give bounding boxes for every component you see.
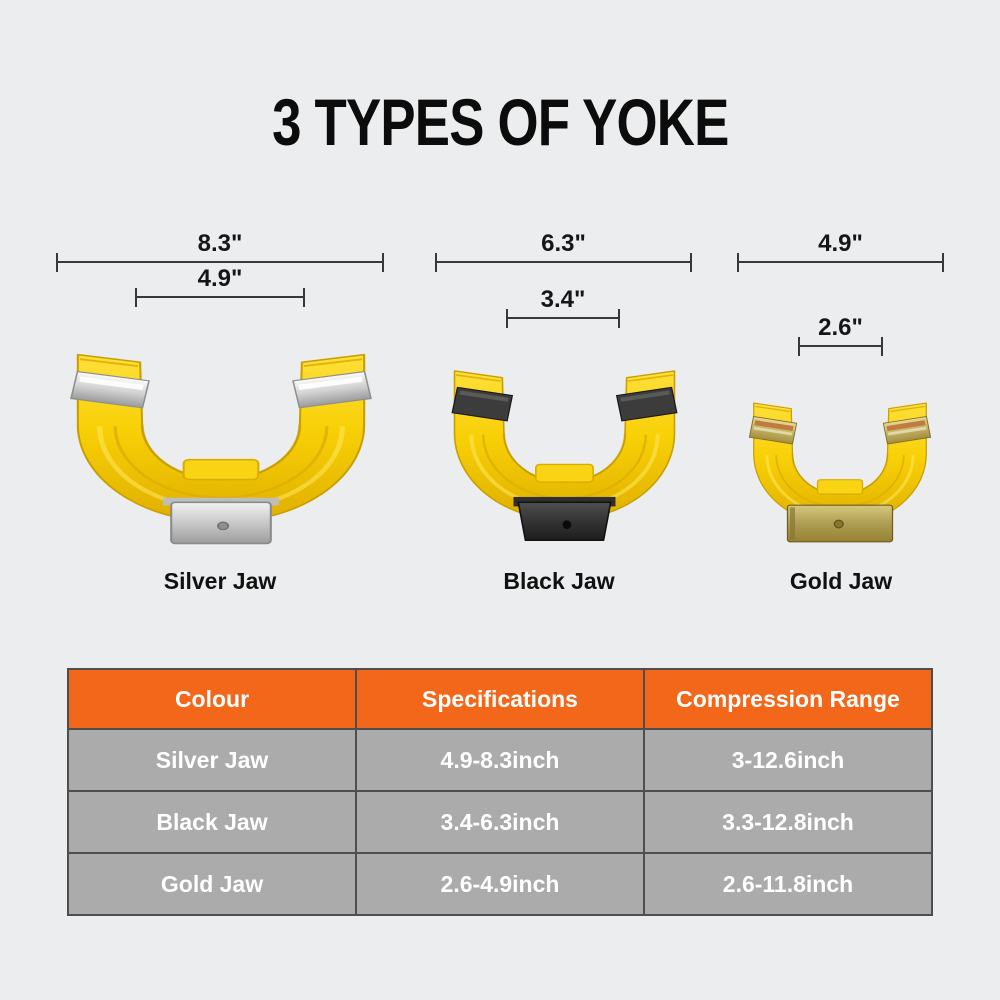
- silver-pad-left: [70, 370, 150, 409]
- cell-silver-colour: Silver Jaw: [67, 728, 357, 792]
- dimension-black-outer-label: 6.3": [541, 230, 586, 257]
- table-row-black: Black Jaw 3.4-6.3inch 3.3-12.8inch: [67, 790, 933, 854]
- yoke-lip-lines: [79, 358, 363, 367]
- header-compression-range: Compression Range: [643, 668, 933, 730]
- cell-gold-compression: 2.6-11.8inch: [643, 852, 933, 916]
- dimension-silver-outer-label: 8.3": [197, 230, 243, 257]
- cell-silver-spec: 4.9-8.3inch: [355, 728, 645, 792]
- cell-black-spec: 3.4-6.3inch: [355, 790, 645, 854]
- yoke-bottom-tab: [535, 463, 594, 483]
- yoke-bottom-tab: [182, 458, 260, 481]
- gold-pad-right: [882, 416, 932, 445]
- cell-gold-colour: Gold Jaw: [67, 852, 357, 916]
- black-jaw-label: Black Jaw: [503, 568, 615, 594]
- gold-bracket: [786, 504, 894, 543]
- black-jaw-illustration: [451, 370, 678, 541]
- dimension-silver-inner: 4.9": [135, 265, 305, 307]
- cell-black-compression: 3.3-12.8inch: [643, 790, 933, 854]
- dimension-gold-outer-label: 4.9": [818, 230, 863, 257]
- cell-gold-spec: 2.6-4.9inch: [355, 852, 645, 916]
- dimension-black-inner: 3.4": [506, 286, 620, 328]
- silver-bracket: [162, 497, 280, 545]
- yoke-lip-lines: [455, 374, 674, 382]
- dimension-black-outer: 6.3": [435, 230, 692, 272]
- spec-table-header-row: Colour Specifications Compression Range: [67, 668, 933, 730]
- silver-jaw-label: Silver Jaw: [163, 568, 277, 594]
- spec-table: Colour Specifications Compression Range …: [67, 668, 933, 916]
- yoke-lip-lines: [754, 405, 926, 413]
- dimension-silver-inner-label: 4.9": [197, 265, 243, 292]
- silver-pad-right: [292, 370, 372, 409]
- gold-pad-left: [748, 416, 798, 445]
- header-colour: Colour: [67, 668, 357, 730]
- table-row-gold: Gold Jaw 2.6-4.9inch 2.6-11.8inch: [67, 852, 933, 916]
- black-bracket: [513, 496, 616, 541]
- gold-jaw-illustration: [748, 402, 932, 543]
- header-specifications: Specifications: [355, 668, 645, 730]
- dimension-gold-outer: 4.9": [737, 230, 944, 272]
- table-row-silver: Silver Jaw 4.9-8.3inch 3-12.6inch: [67, 728, 933, 792]
- cell-black-colour: Black Jaw: [67, 790, 357, 854]
- cell-silver-compression: 3-12.6inch: [643, 728, 933, 792]
- black-pad-left: [451, 386, 514, 422]
- silver-jaw-illustration: [70, 353, 372, 545]
- dimension-gold-inner: 2.6": [798, 314, 883, 356]
- page-title-text: 3 TYPES OF YOKE: [271, 85, 729, 159]
- gold-jaw-label: Gold Jaw: [789, 568, 893, 594]
- dimension-silver-outer: 8.3": [56, 230, 384, 272]
- yoke-bottom-tab: [816, 479, 864, 495]
- black-pad-right: [615, 386, 678, 422]
- dimension-black-inner-label: 3.4": [540, 286, 586, 313]
- dimension-gold-inner-label: 2.6": [818, 314, 863, 341]
- page-title: 3 TYPES OF YOKE: [0, 84, 1000, 160]
